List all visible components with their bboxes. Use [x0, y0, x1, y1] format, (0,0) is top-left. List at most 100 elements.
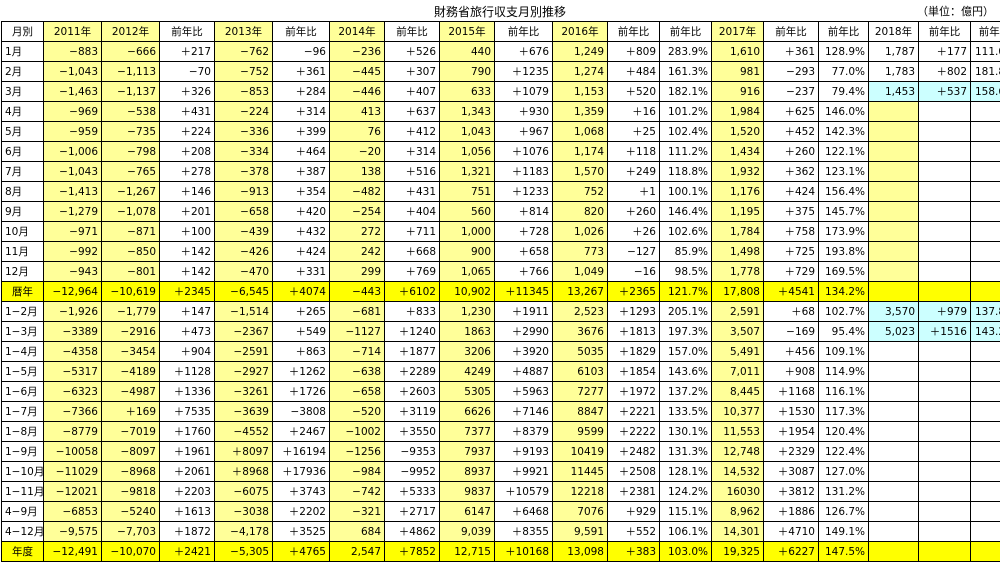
table-cell	[970, 161, 1000, 182]
table-cell: ＋668	[384, 241, 440, 262]
table-cell: ＋1726	[272, 381, 330, 402]
column-header: 2011年	[43, 21, 102, 42]
table-cell: ＋4541	[763, 281, 819, 302]
table-cell: ＋725	[763, 241, 819, 262]
table-cell	[918, 161, 971, 182]
table-cell: ＋249	[607, 161, 660, 182]
table-cell: ＋284	[272, 81, 330, 102]
table-cell: 916	[711, 81, 764, 102]
table-cell: −714	[329, 341, 385, 362]
table-cell: 127.0%	[818, 461, 869, 482]
table-cell: 106.1%	[659, 521, 712, 542]
table-cell: ＋169	[101, 401, 160, 422]
table-cell: ＋260	[763, 141, 819, 162]
table-cell: 143.6%	[659, 361, 712, 382]
table-cell: −70	[159, 61, 215, 82]
table-cell: ＋3743	[272, 481, 330, 502]
table-cell: ＋142	[159, 241, 215, 262]
table-cell: 242	[329, 241, 385, 262]
row-label: 12月	[1, 261, 44, 282]
table-cell: 6147	[439, 501, 495, 522]
table-cell: 1,321	[439, 161, 495, 182]
table-cell: 981	[711, 61, 764, 82]
table-cell: 137.8%	[970, 301, 1000, 322]
table-row: 8月 −1,413 −1,267 ＋146 −913 ＋354 −482 ＋431 751 ＋12…	[1, 181, 1000, 202]
row-label: 3月	[1, 81, 44, 102]
table-cell: 5,023	[868, 321, 919, 342]
table-cell: 3206	[439, 341, 495, 362]
table-cell: ＋2717	[384, 501, 440, 522]
table-cell: ＋424	[272, 241, 330, 262]
table-cell: 158.6%	[970, 81, 1000, 102]
table-cell: 169.5%	[818, 261, 869, 282]
table-cell: ＋1076	[494, 141, 553, 162]
table-cell: ＋3812	[763, 481, 819, 502]
table-cell: −1256	[329, 441, 385, 462]
table-cell: −3261	[214, 381, 273, 402]
table-cell: 9599	[552, 421, 608, 442]
table-cell: 820	[552, 201, 608, 222]
table-cell: ＋4710	[763, 521, 819, 542]
table-cell: 1,049	[552, 261, 608, 282]
table-cell: −853	[214, 81, 273, 102]
table-cell: ＋456	[763, 341, 819, 362]
table-row: 11月 −992 −850 ＋142 −426 ＋424 242 ＋668 900 ＋658 773…	[1, 241, 1000, 262]
table-cell: ＋383	[607, 541, 660, 562]
table-cell: 101.2%	[659, 101, 712, 122]
table-cell	[918, 461, 971, 482]
table-cell: ＋814	[494, 201, 553, 222]
table-cell: ＋354	[272, 181, 330, 202]
table-cell: ＋908	[763, 361, 819, 382]
table-cell	[970, 361, 1000, 382]
table-cell: 124.2%	[659, 481, 712, 502]
table-cell: 134.2%	[818, 281, 869, 302]
table-cell: 633	[439, 81, 495, 102]
table-cell	[868, 241, 919, 262]
table-cell: 1,056	[439, 141, 495, 162]
table-cell: ＋412	[384, 121, 440, 142]
table-cell: ＋4887	[494, 361, 553, 382]
table-cell	[868, 381, 919, 402]
table-cell: −16	[607, 261, 660, 282]
table-row: 1−9月 −10058 −8097 ＋1961 ＋8097 ＋16194 −1256 −935…	[1, 441, 1000, 462]
row-label: 4−12月	[1, 521, 44, 542]
table-cell: 100.1%	[659, 181, 712, 202]
table-cell: −1,926	[43, 301, 102, 322]
table-cell: 115.1%	[659, 501, 712, 522]
table-cell: 5035	[552, 341, 608, 362]
table-row: 1−11月 −12021 −9818 ＋2203 −6075 ＋3743 −742 ＋5333…	[1, 481, 1000, 502]
table-cell: ＋431	[384, 181, 440, 202]
table-row: 1−2月 −1,926 −1,779 ＋147 −1,514 ＋265 −681 ＋833 1,…	[1, 301, 1000, 322]
table-cell: 111.2%	[659, 141, 712, 162]
table-cell: ＋361	[272, 61, 330, 82]
column-header: 前年比	[659, 21, 712, 42]
table-cell: ＋1128	[159, 361, 215, 382]
table-cell: 10419	[552, 441, 608, 462]
table-cell	[918, 341, 971, 362]
table-cell: ＋1079	[494, 81, 553, 102]
table-cell: −6075	[214, 481, 273, 502]
table-cell: ＋307	[384, 61, 440, 82]
table-cell: 1,153	[552, 81, 608, 102]
table-cell: 98.5%	[659, 261, 712, 282]
table-cell: ＋833	[384, 301, 440, 322]
table-cell: 6626	[439, 401, 495, 422]
table-cell: 1,787	[868, 41, 919, 62]
table-cell: 128.9%	[818, 41, 869, 62]
table-cell: ＋929	[607, 501, 660, 522]
table-cell	[868, 201, 919, 222]
table-cell: ＋6227	[763, 541, 819, 562]
table-cell: −321	[329, 501, 385, 522]
column-header: 前年比	[272, 21, 330, 42]
row-label: 4月	[1, 101, 44, 122]
table-cell: −236	[329, 41, 385, 62]
unit-label: （単位：億円）	[917, 5, 994, 18]
table-cell: 122.4%	[818, 441, 869, 462]
table-cell: ＋1530	[763, 401, 819, 422]
table-cell: ＋3920	[494, 341, 553, 362]
table-cell: ＋5963	[494, 381, 553, 402]
table-cell: ＋387	[272, 161, 330, 182]
table-cell: ＋802	[918, 61, 971, 82]
table-cell: −6,545	[214, 281, 273, 302]
table-cell	[918, 201, 971, 222]
